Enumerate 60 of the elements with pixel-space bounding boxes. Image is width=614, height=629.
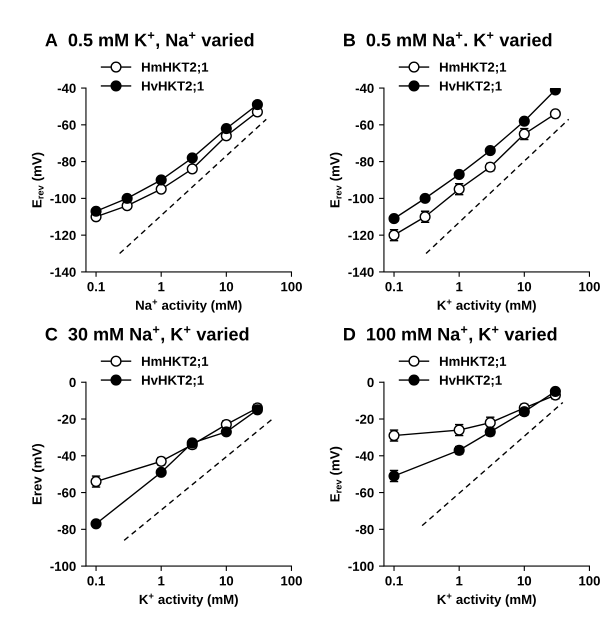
y-tick-label: 0 bbox=[69, 378, 76, 388]
x-tick-label: 100 bbox=[579, 576, 600, 586]
y-tick-label: -40 bbox=[58, 451, 76, 461]
legend-label: HvHKT2;1 bbox=[440, 81, 502, 93]
legend-label: HvHKT2;1 bbox=[440, 376, 502, 387]
chart-title: A 0.5 mM K$^{+}$, Na$^{+}$ varied bbox=[45, 32, 254, 50]
y-tick-label: -60 bbox=[356, 488, 374, 498]
x-tick-label: 0.1 bbox=[385, 576, 403, 586]
legend-label: HvHKT2;1 bbox=[142, 81, 204, 93]
y-tick-label: -100 bbox=[50, 194, 76, 204]
x-tick-label: 100 bbox=[281, 282, 302, 292]
x-axis-title: K$^{+}$ activity (mM) bbox=[438, 300, 536, 313]
legend-label: HmHKT2;1 bbox=[440, 356, 506, 368]
y-tick-label: -80 bbox=[356, 157, 374, 167]
x-axis-title: K$^{+}$ activity (mM) bbox=[438, 594, 536, 607]
y-axis-title: E$_{rev}$ (mV) bbox=[330, 152, 342, 208]
x-tick-label: 0.1 bbox=[385, 282, 403, 292]
y-tick-label: -40 bbox=[356, 84, 374, 93]
y-tick-label: -80 bbox=[58, 524, 76, 534]
x-tick-label: 1 bbox=[158, 576, 164, 586]
x-axis-title: Na$^{+}$ activity (mM) bbox=[136, 300, 242, 313]
y-tick-label: -60 bbox=[58, 120, 76, 130]
y-tick-label: -140 bbox=[348, 267, 374, 277]
x-tick-label: 1 bbox=[456, 576, 462, 586]
y-tick-label: -120 bbox=[348, 230, 374, 240]
y-tick-label: -20 bbox=[356, 414, 374, 424]
y-tick-label: -100 bbox=[348, 562, 374, 572]
y-tick-label: -140 bbox=[50, 267, 76, 277]
legend-label: HmHKT2;1 bbox=[440, 62, 506, 74]
chart-title: B 0.5 mM Na$^{+}$. K$^{+}$ varied bbox=[344, 32, 552, 46]
x-tick-label: 0.1 bbox=[87, 576, 105, 586]
legend-label: HmHKT2;1 bbox=[142, 356, 208, 368]
y-tick-label: -60 bbox=[356, 120, 374, 130]
x-axis-title: K$^{+}$ activity (mM) bbox=[140, 594, 238, 607]
y-tick-label: -80 bbox=[58, 157, 76, 167]
x-tick-label: 1 bbox=[158, 282, 164, 292]
x-tick-label: 1 bbox=[456, 282, 462, 292]
y-axis-title: E$_{rev}$ (mV) bbox=[32, 152, 44, 208]
y-tick-label: -20 bbox=[58, 414, 76, 424]
chart-title: D 100 mM Na$^{+}$, K$^{+}$ varied bbox=[344, 326, 556, 344]
x-tick-label: 10 bbox=[518, 282, 532, 292]
y-tick-label: 0 bbox=[367, 378, 374, 388]
legend-label: HmHKT2;1 bbox=[142, 62, 208, 74]
y-axis-title: E$_{rev}$ (mV) bbox=[330, 446, 342, 502]
x-tick-label: 10 bbox=[220, 282, 234, 292]
x-tick-label: 10 bbox=[518, 576, 532, 586]
y-tick-label: -100 bbox=[348, 194, 374, 204]
legend-label: HvHKT2;1 bbox=[142, 376, 204, 387]
y-tick-label: -60 bbox=[58, 488, 76, 498]
x-tick-label: 100 bbox=[281, 576, 302, 586]
y-axis-title: Erev (mV) bbox=[32, 444, 44, 504]
x-tick-label: 100 bbox=[579, 282, 600, 292]
y-tick-label: -80 bbox=[356, 524, 374, 534]
y-tick-label: -100 bbox=[50, 562, 76, 572]
y-tick-label: -120 bbox=[50, 230, 76, 240]
y-tick-label: -40 bbox=[58, 84, 76, 93]
y-tick-label: -40 bbox=[356, 451, 374, 461]
x-tick-label: 0.1 bbox=[87, 282, 105, 292]
chart-title: C 30 mM Na$^{+}$, K$^{+}$ varied bbox=[46, 326, 248, 344]
x-tick-label: 10 bbox=[220, 576, 234, 586]
